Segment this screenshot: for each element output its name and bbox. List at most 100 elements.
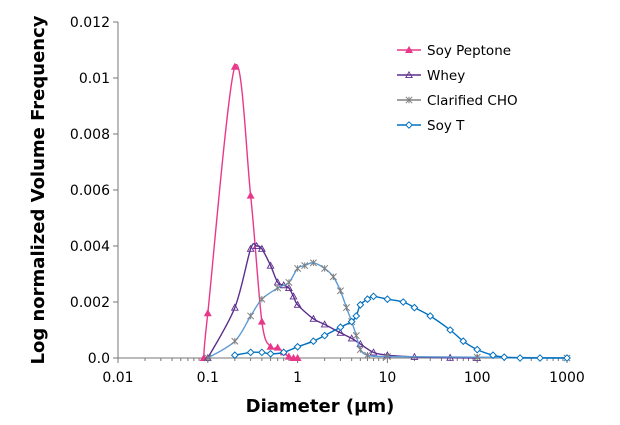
data-point xyxy=(293,300,302,308)
data-point xyxy=(342,304,351,312)
data-point xyxy=(301,262,309,270)
data-point xyxy=(289,292,298,300)
legend-marker xyxy=(405,70,413,79)
data-point xyxy=(284,352,293,360)
data-point xyxy=(369,348,378,356)
data-point xyxy=(473,353,481,361)
data-point xyxy=(266,261,275,269)
legend-marker xyxy=(405,45,413,54)
legend-label: Whey xyxy=(427,68,465,84)
legend-marker xyxy=(405,96,413,104)
x-tick-label: 0.1 xyxy=(197,370,219,386)
data-point xyxy=(347,317,356,326)
data-point xyxy=(426,312,435,320)
data-point xyxy=(356,300,365,309)
data-point xyxy=(230,351,239,360)
data-point xyxy=(309,314,318,322)
x-axis-title: Diameter (µm) xyxy=(246,396,395,417)
y-tick-label: 0.008 xyxy=(70,127,110,143)
data-point xyxy=(500,353,509,362)
data-point xyxy=(489,351,497,360)
data-point xyxy=(293,342,302,351)
y-tick-label: 0.002 xyxy=(70,295,110,311)
series-clarified-cho xyxy=(204,259,571,362)
legend-item: Soy T xyxy=(397,118,465,134)
legend-marker xyxy=(405,121,413,129)
data-point xyxy=(352,312,361,320)
legend-item: Soy Peptone xyxy=(397,43,511,59)
data-point xyxy=(257,317,266,325)
axes: 0.01 0.1 1 10 100 1000 0.0 0.002 0.004 0.006 0.008… xyxy=(70,15,585,386)
data-point xyxy=(383,295,392,304)
data-point xyxy=(410,303,419,312)
data-point xyxy=(293,353,302,362)
y-tick-label: 0.006 xyxy=(70,183,110,199)
legend: Soy Peptone Whey Clarified CHO Soy T xyxy=(397,43,518,134)
series-whey xyxy=(203,241,482,362)
data-point xyxy=(399,298,408,306)
data-point xyxy=(363,295,372,304)
data-point xyxy=(204,354,212,362)
data-point xyxy=(473,345,482,354)
data-point xyxy=(320,331,329,340)
data-point xyxy=(309,337,318,346)
data-point xyxy=(203,309,212,317)
x-tick-label: 100 xyxy=(464,370,491,386)
data-point xyxy=(284,283,293,292)
data-point xyxy=(230,62,239,70)
data-point xyxy=(383,353,391,361)
data-point xyxy=(266,349,275,358)
x-tick-label: 0.01 xyxy=(102,370,133,386)
y-tick-label: 0.012 xyxy=(70,15,110,31)
data-point xyxy=(230,303,239,311)
data-point xyxy=(352,332,360,340)
data-point xyxy=(274,284,282,292)
data-point xyxy=(459,337,468,346)
data-point xyxy=(246,191,255,199)
y-tick-label: 0.0 xyxy=(88,351,110,367)
series-line xyxy=(234,295,567,359)
x-tick-label: 1000 xyxy=(549,370,585,386)
y-tick-label: 0.01 xyxy=(79,71,110,87)
data-point xyxy=(279,348,288,357)
data-point xyxy=(257,244,266,252)
data-point xyxy=(563,354,571,362)
series-layer xyxy=(199,62,571,362)
data-point xyxy=(294,264,302,272)
y-axis-title: Log normalized Volume Frequency xyxy=(28,15,49,364)
x-tick-label: 10 xyxy=(378,370,396,386)
data-point xyxy=(516,354,524,362)
data-point xyxy=(285,278,293,286)
legend-label: Soy T xyxy=(427,118,465,134)
data-point xyxy=(369,292,378,301)
series-line xyxy=(207,262,568,359)
x-tick-label: 1 xyxy=(293,370,302,386)
legend-label: Soy Peptone xyxy=(427,43,511,59)
data-point xyxy=(246,244,255,252)
data-point xyxy=(309,259,317,267)
data-point xyxy=(536,354,544,362)
data-point xyxy=(246,348,255,357)
data-point xyxy=(329,273,337,281)
data-point xyxy=(320,320,329,328)
data-point xyxy=(266,342,275,350)
data-point xyxy=(336,287,344,295)
data-point xyxy=(321,264,329,272)
series-line xyxy=(207,242,478,359)
data-point xyxy=(336,323,345,332)
legend-item: Clarified CHO xyxy=(397,93,518,109)
data-point xyxy=(252,241,261,250)
y-tick-label: 0.004 xyxy=(70,239,110,255)
data-point xyxy=(258,295,266,303)
legend-item: Whey xyxy=(397,68,465,84)
series-soy-t xyxy=(230,292,571,362)
data-point xyxy=(231,337,239,345)
data-point xyxy=(247,312,255,320)
data-point xyxy=(446,326,455,334)
data-point xyxy=(336,328,345,336)
data-point xyxy=(363,351,372,359)
data-point xyxy=(356,346,364,354)
data-point xyxy=(257,348,266,357)
legend-label: Clarified CHO xyxy=(427,93,518,109)
